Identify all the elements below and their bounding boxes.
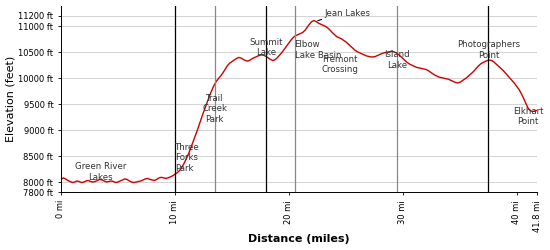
- Text: Elbow
Lake Basin: Elbow Lake Basin: [295, 40, 341, 60]
- Text: Photographers
Point: Photographers Point: [457, 40, 520, 60]
- Text: Summit
Lake: Summit Lake: [249, 38, 283, 57]
- X-axis label: Distance (miles): Distance (miles): [249, 234, 350, 244]
- Text: Three
Forks
Park: Three Forks Park: [175, 143, 200, 173]
- Text: Trail
Creek
Park: Trail Creek Park: [202, 94, 227, 124]
- Text: Fremont
Crossing: Fremont Crossing: [322, 55, 359, 74]
- Text: Elkhart
Point: Elkhart Point: [513, 107, 543, 126]
- Text: Jean Lakes: Jean Lakes: [324, 9, 370, 18]
- Text: Green River
Lakes: Green River Lakes: [75, 162, 126, 182]
- Text: Island
Lake: Island Lake: [384, 50, 410, 70]
- Y-axis label: Elevation (feet): Elevation (feet): [6, 56, 15, 142]
